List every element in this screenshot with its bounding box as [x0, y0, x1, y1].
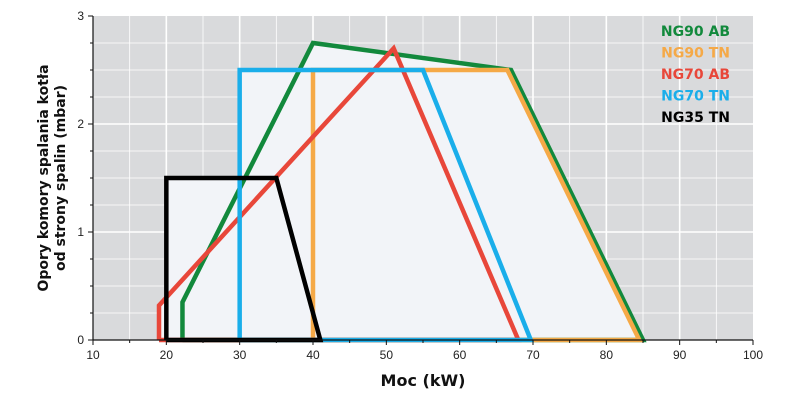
legend-entry: NG70 AB — [661, 67, 730, 83]
x-tick-label: 40 — [306, 348, 320, 362]
legend-entry: NG90 TN — [661, 46, 730, 62]
x-tick-label: 50 — [380, 348, 394, 362]
legend-entry: NG90 AB — [661, 24, 730, 40]
x-tick-label: 70 — [526, 348, 540, 362]
legend-entry: NG35 TN — [661, 110, 730, 126]
y-tick-label: 1 — [77, 225, 84, 239]
legend-entry: NG70 TN — [661, 89, 730, 105]
axes — [88, 15, 754, 345]
y-tick-label: 3 — [77, 9, 84, 23]
x-tick-label: 100 — [743, 348, 763, 362]
y-axis-title: Opory komory spalania kotła od strony spa… — [36, 64, 69, 291]
operating-area-fill — [159, 43, 643, 340]
x-tick-label: 10 — [86, 348, 100, 362]
x-tick-labels: 10 20 30 40 50 60 70 80 90 100 — [86, 348, 763, 362]
y-tick-label: 2 — [77, 117, 84, 131]
x-tick-label: 20 — [160, 348, 174, 362]
y-tick-labels: 0 1 2 3 — [77, 9, 84, 347]
legend: NG90 AB NG90 TN NG70 AB NG70 TN NG35 TN — [661, 24, 730, 126]
y-tick-label: 0 — [77, 333, 84, 347]
x-tick-label: 80 — [600, 348, 614, 362]
y-axis-title-line: Opory komory spalania kotła — [36, 64, 52, 291]
x-tick-label: 60 — [453, 348, 467, 362]
y-axis-title-line: od strony spalin (mbar) — [53, 85, 69, 271]
x-tick-label: 30 — [233, 348, 247, 362]
x-axis-title: Moc (kW) — [381, 371, 466, 390]
x-tick-label: 90 — [673, 348, 687, 362]
